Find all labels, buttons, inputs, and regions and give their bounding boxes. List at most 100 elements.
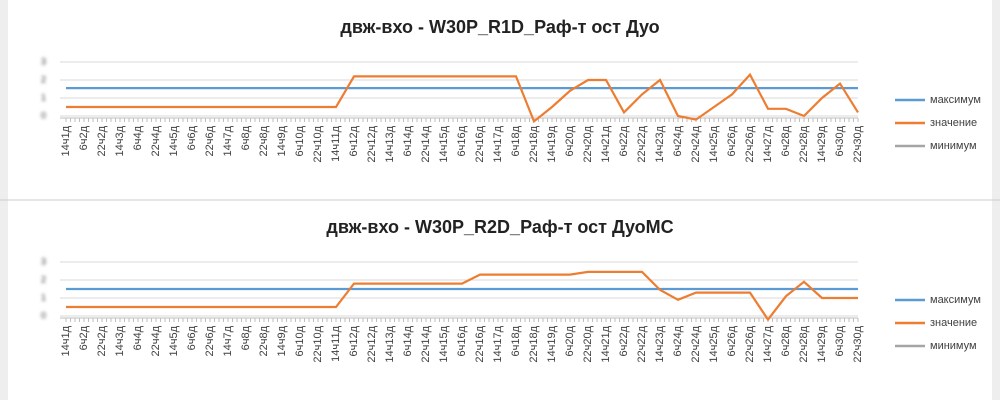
x-tick-label: 14ч27д [762, 325, 774, 362]
x-tick-label: 6ч28д [780, 125, 792, 156]
x-tick-label: 14ч17д [492, 325, 504, 362]
x-tick-label: 6ч4д [132, 125, 144, 150]
x-tick-label: 6ч20д [564, 125, 576, 156]
x-tick-label: 14ч23д [654, 125, 666, 162]
x-tick-label: 6ч28д [780, 325, 792, 356]
x-tick-label: 14ч11д [330, 125, 342, 161]
x-tick-label: 22ч12д [366, 125, 378, 162]
x-tick-label: 22ч12д [366, 325, 378, 362]
x-tick-label: 6ч8д [240, 125, 252, 150]
x-tick-label: 6ч18д [510, 325, 522, 356]
x-tick-label: 22ч10д [312, 125, 324, 162]
x-tick-label: 22ч6д [204, 125, 216, 156]
x-tick-label: 14ч29д [816, 125, 828, 162]
x-tick-label: 14ч9д [276, 125, 288, 156]
x-tick-label: 22ч24д [690, 325, 702, 362]
x-tick-label: 22ч28д [798, 125, 810, 162]
x-tick-label: 6ч24д [672, 125, 684, 156]
x-tick-label: 6ч12д [348, 125, 360, 156]
x-tick-label: 6ч24д [672, 325, 684, 356]
x-tick-label: 6ч6д [186, 125, 198, 150]
x-tick-label: 22ч14д [420, 125, 432, 162]
x-tick-label: 14ч29д [816, 325, 828, 362]
x-tick-label: 22ч6д [204, 325, 216, 356]
x-tick-label: 6ч22д [618, 325, 630, 356]
series-line [66, 270, 858, 322]
x-tick-label: 22ч28д [798, 325, 810, 362]
x-tick-label: 14ч17д [492, 125, 504, 162]
x-tick-label: 14ч25д [708, 125, 720, 162]
x-tick-label: 6ч6д [186, 325, 198, 350]
x-tick-label: 6ч18д [510, 125, 522, 156]
x-tick-label: 6ч14д [402, 125, 414, 156]
x-tick-label: 22ч26д [744, 125, 756, 162]
x-tick-label: 14ч13д [384, 125, 396, 162]
x-tick-label: 14ч21д [600, 125, 612, 162]
x-tick-label: 14ч7д [222, 325, 234, 356]
y-tick-label: 1 [41, 92, 46, 102]
x-tick-label: 22ч18д [528, 325, 540, 362]
x-tick-label: 6ч2д [78, 325, 90, 350]
x-tick-label: 6ч30д [834, 125, 846, 156]
x-tick-label: 22ч10д [312, 325, 324, 362]
x-tick-label: 6ч26д [726, 125, 738, 156]
x-tick-label: 22ч14д [420, 325, 432, 362]
x-tick-label: 6ч8д [240, 325, 252, 350]
x-tick-label: 22ч20д [582, 325, 594, 362]
y-tick-label: 3 [41, 256, 46, 266]
x-tick-label: 6ч2д [78, 125, 90, 150]
y-tick-label: 2 [41, 74, 46, 84]
y-tick-label: 0 [41, 110, 46, 120]
y-tick-label: 1 [41, 292, 46, 302]
x-tick-label: 14ч21д [600, 325, 612, 362]
x-tick-label: 14ч3д [114, 325, 126, 356]
legend-label: максимум [930, 294, 981, 306]
x-tick-label: 22ч4д [150, 125, 162, 156]
x-tick-label: 14ч19д [546, 325, 558, 362]
legend-label: минимум [930, 340, 977, 352]
x-tick-label: 6ч10д [294, 125, 306, 156]
x-tick-label: 14ч15д [438, 125, 450, 162]
x-tick-label: 22ч26д [744, 325, 756, 362]
x-tick-label: 14ч15д [438, 325, 450, 362]
x-tick-label: 6ч10д [294, 325, 306, 356]
legend-label: минимум [930, 140, 977, 152]
x-tick-label: 22ч24д [690, 125, 702, 162]
x-tick-label: 6ч16д [456, 125, 468, 156]
x-tick-label: 22ч30д [852, 325, 864, 362]
x-tick-label: 22ч4д [150, 325, 162, 356]
x-tick-label: 22ч22д [636, 325, 648, 362]
x-tick-label: 22ч16д [474, 325, 486, 362]
x-tick-label: 14ч27д [762, 125, 774, 162]
x-tick-label: 14ч23д [654, 325, 666, 362]
x-tick-label: 22ч8д [258, 125, 270, 156]
x-tick-label: 14ч5д [168, 125, 180, 156]
x-tick-label: 6ч30д [834, 325, 846, 356]
y-tick-label: 3 [41, 56, 46, 66]
x-tick-label: 14ч19д [546, 125, 558, 162]
legend-label: значение [930, 317, 977, 329]
x-tick-label: 22ч16д [474, 125, 486, 162]
x-tick-label: 14ч13д [384, 325, 396, 362]
x-tick-label: 6ч20д [564, 325, 576, 356]
x-tick-label: 6ч26д [726, 325, 738, 356]
x-tick-label: 22ч18д [528, 125, 540, 162]
x-tick-label: 6ч22д [618, 125, 630, 156]
x-tick-label: 22ч2д [96, 125, 108, 156]
chart-title: двж-вхо - W30P_R2D_Раф-т ост ДуоМС [326, 217, 673, 237]
x-tick-label: 14ч7д [222, 125, 234, 156]
x-tick-label: 22ч22д [636, 125, 648, 162]
legend-label: максимум [930, 94, 981, 106]
legend-label: значение [930, 117, 977, 129]
x-tick-label: 14ч3д [114, 125, 126, 156]
x-tick-label: 6ч4д [132, 325, 144, 350]
x-tick-label: 14ч1д [60, 325, 72, 356]
x-tick-label: 6ч12д [348, 325, 360, 356]
x-tick-label: 14ч5д [168, 325, 180, 356]
x-tick-label: 22ч2д [96, 325, 108, 356]
x-tick-label: 6ч16д [456, 325, 468, 356]
series-line [66, 72, 859, 124]
x-tick-label: 22ч20д [582, 125, 594, 162]
y-tick-label: 2 [41, 274, 46, 284]
